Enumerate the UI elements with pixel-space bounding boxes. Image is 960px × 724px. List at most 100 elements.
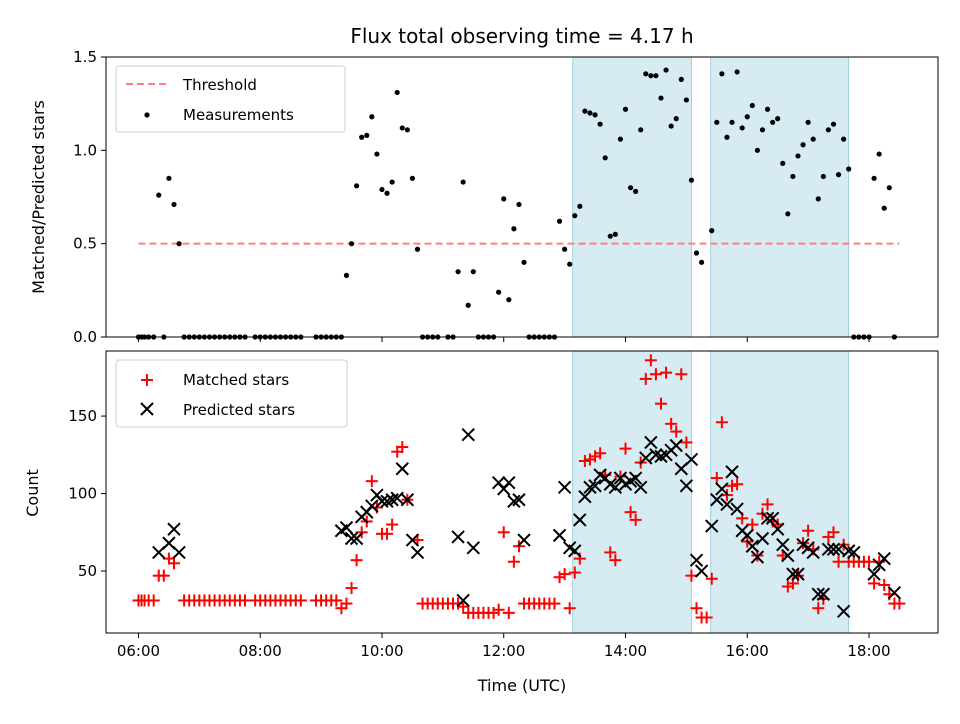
measurement-point [795, 153, 801, 159]
measurement-point [364, 132, 370, 138]
predicted-star-point-b [826, 542, 841, 557]
bottom-y-tick-label: 50 [78, 562, 97, 580]
predicted-star-point-b [639, 451, 653, 465]
matched-star-point [578, 455, 591, 468]
bottom-panel: 06:00 08:00 10:00 12:00 14:00 16:00 18:00 50 10… [23, 350, 939, 695]
measurement-point [384, 190, 390, 196]
predicted-star-point-b [557, 480, 572, 495]
measurement-point [496, 289, 502, 295]
top-y-tick-label: 0.5 [73, 235, 97, 253]
predicted-star-point-b [684, 452, 699, 467]
measurement-point [653, 73, 659, 79]
predicted-star-point-b [578, 489, 592, 504]
measurement-point [166, 175, 172, 181]
x-tick-label: 08:00 [239, 642, 282, 660]
measurement-point [562, 246, 568, 252]
matched-star-point [609, 554, 622, 567]
predicted-star-point [451, 530, 465, 544]
predicted-star-point [847, 545, 861, 560]
matched-star-point [345, 582, 358, 595]
predicted-star-point [517, 533, 531, 547]
measurement-point [409, 175, 416, 181]
measurement-point [739, 125, 745, 131]
matched-star-point [644, 354, 657, 367]
predicted-star-point-b [405, 533, 420, 547]
measurement-point [759, 127, 766, 133]
measurement-point [709, 228, 715, 234]
measurement-point [683, 97, 689, 103]
measurement-point [871, 175, 877, 181]
measurement-point [343, 272, 350, 278]
measurement-point [886, 185, 892, 191]
matched-star-point [660, 366, 673, 379]
measurement-point [455, 269, 461, 275]
predicted-star-point [750, 550, 765, 564]
predicted-star-point [765, 511, 780, 526]
measurement-point [633, 188, 639, 194]
measurement-point [465, 302, 471, 308]
measurement-point [785, 211, 791, 217]
predicted-star-point-b [745, 539, 760, 553]
measurement-point [638, 127, 644, 133]
measurement-point [501, 196, 507, 202]
predicted-star-point [745, 539, 760, 553]
matched-star-point [157, 569, 170, 582]
predicted-star-point-b [694, 564, 709, 578]
matched-star-point [619, 442, 632, 455]
measurement-point [348, 241, 355, 247]
matched-star-point [868, 577, 881, 590]
predicted-star-point [760, 511, 775, 526]
measurement-point [516, 201, 522, 208]
predicted-star-point-b [796, 537, 810, 552]
x-tick-label: 14:00 [604, 642, 647, 660]
matched-star-point [700, 611, 713, 624]
x-tick-label: 18:00 [847, 642, 890, 660]
predicted-star-point [679, 479, 694, 493]
predicted-star-point [344, 531, 359, 546]
predicted-star-point-b [715, 482, 729, 496]
predicted-star-point-b [451, 530, 465, 544]
predicted-star-point [705, 519, 719, 533]
chart-title: Flux total observing time = 4.17 h [350, 24, 693, 48]
top-legend-box [115, 65, 346, 133]
predicted-star-point-b [456, 593, 470, 608]
x-tick-label: 16:00 [726, 642, 769, 660]
measurement-point [876, 151, 882, 157]
measurement-point [156, 192, 162, 198]
measurement-point [597, 121, 603, 127]
matched-star-point [670, 425, 683, 438]
predicted-star-point-b [512, 493, 526, 507]
predicted-star-point-b [162, 536, 176, 550]
predicted-star-point [786, 567, 800, 581]
predicted-star-point [776, 537, 790, 552]
predicted-star-point-b [603, 477, 617, 491]
measurement-point [567, 261, 573, 267]
matched-star-point [594, 447, 607, 460]
measurement-point [719, 71, 725, 77]
measurement-point [404, 127, 410, 133]
measurement-point [780, 160, 786, 166]
predicted-star-point-b [791, 567, 805, 581]
predicted-star-point [689, 553, 704, 567]
predicted-star-point [755, 531, 770, 546]
predicted-star-point [694, 564, 709, 578]
matched-star-point [893, 597, 906, 610]
matched-star-point [629, 513, 642, 526]
measurement-point [805, 119, 811, 125]
predicted-star-point-b [400, 493, 415, 507]
measurement-point [835, 172, 842, 178]
bottom-plot-frame [105, 350, 939, 634]
predicted-star-point [821, 542, 836, 557]
matched-star-point [330, 594, 343, 607]
predicted-star-point-b [588, 479, 602, 493]
predicted-star-point-b [375, 494, 389, 509]
predicted-star-point [461, 427, 475, 442]
matched-star-point [548, 597, 561, 610]
predicted-star-point [339, 520, 354, 535]
predicted-star-point [715, 482, 729, 496]
measurement-point [572, 213, 578, 219]
measurement-point [790, 173, 796, 180]
measurement-point [582, 108, 588, 114]
shaded-interval [710, 56, 850, 338]
predicted-star-point-b [634, 480, 648, 495]
